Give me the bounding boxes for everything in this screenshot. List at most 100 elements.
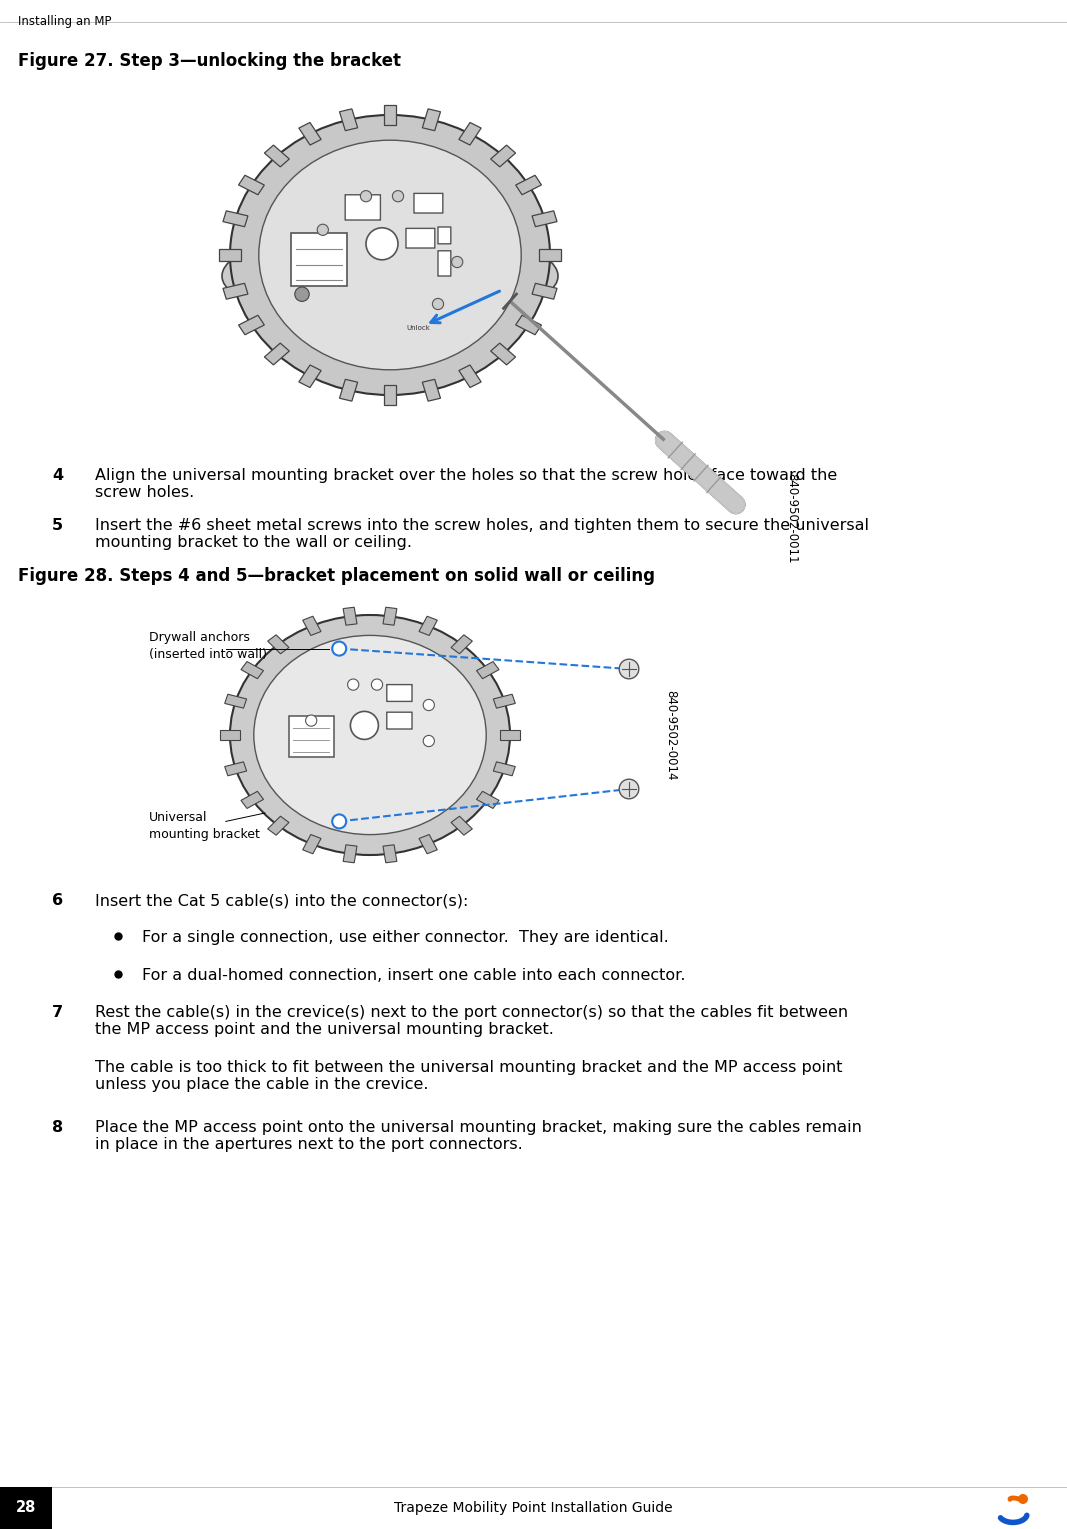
- FancyBboxPatch shape: [387, 685, 412, 702]
- FancyBboxPatch shape: [387, 713, 412, 729]
- Polygon shape: [423, 109, 441, 130]
- Polygon shape: [225, 694, 246, 708]
- Text: (inserted into wall): (inserted into wall): [148, 648, 267, 661]
- Polygon shape: [268, 635, 289, 654]
- Circle shape: [361, 191, 371, 202]
- Text: 7: 7: [52, 1005, 63, 1020]
- Polygon shape: [225, 761, 246, 775]
- Circle shape: [294, 287, 309, 301]
- Polygon shape: [303, 616, 321, 636]
- Bar: [0, 1488, 52, 1529]
- Text: mounting bracket to the wall or ceiling.: mounting bracket to the wall or ceiling.: [95, 535, 412, 550]
- Text: Insert the #6 sheet metal screws into the screw holes, and tighten them to secur: Insert the #6 sheet metal screws into th…: [95, 518, 869, 534]
- Text: 6: 6: [52, 893, 63, 908]
- Ellipse shape: [230, 115, 550, 394]
- Text: unless you place the cable in the crevice.: unless you place the cable in the crevic…: [95, 1078, 429, 1092]
- Text: The cable is too thick to fit between the universal mounting bracket and the MP : The cable is too thick to fit between th…: [95, 1060, 843, 1075]
- Ellipse shape: [254, 636, 487, 835]
- Polygon shape: [223, 211, 248, 226]
- FancyBboxPatch shape: [405, 228, 435, 248]
- Circle shape: [348, 679, 359, 690]
- Polygon shape: [219, 249, 241, 260]
- Text: Figure 28. Steps 4 and 5—bracket placement on solid wall or ceiling: Figure 28. Steps 4 and 5—bracket placeme…: [18, 567, 655, 586]
- Text: Align the universal mounting bracket over the holes so that the screw holes face: Align the universal mounting bracket ove…: [95, 468, 838, 483]
- Ellipse shape: [230, 615, 510, 855]
- Polygon shape: [384, 106, 397, 125]
- Polygon shape: [299, 122, 321, 145]
- Polygon shape: [532, 211, 557, 226]
- Text: 4: 4: [52, 468, 63, 483]
- Polygon shape: [241, 792, 264, 809]
- Polygon shape: [268, 816, 289, 835]
- Text: mounting bracket: mounting bracket: [148, 827, 259, 841]
- Circle shape: [1018, 1494, 1028, 1505]
- Text: Unlock: Unlock: [407, 324, 431, 330]
- Text: 28: 28: [16, 1500, 36, 1515]
- Polygon shape: [515, 176, 541, 194]
- Circle shape: [424, 735, 434, 746]
- Polygon shape: [241, 662, 264, 679]
- Polygon shape: [515, 315, 541, 335]
- FancyBboxPatch shape: [437, 226, 451, 243]
- FancyBboxPatch shape: [437, 251, 451, 277]
- FancyBboxPatch shape: [291, 232, 347, 286]
- Circle shape: [317, 225, 329, 235]
- Polygon shape: [493, 694, 515, 708]
- Circle shape: [393, 191, 403, 202]
- Ellipse shape: [259, 141, 521, 370]
- Text: Insert the Cat 5 cable(s) into the connector(s):: Insert the Cat 5 cable(s) into the conne…: [95, 893, 468, 908]
- Polygon shape: [500, 731, 520, 740]
- Text: 8: 8: [52, 1121, 63, 1135]
- Polygon shape: [344, 846, 357, 862]
- Polygon shape: [344, 607, 357, 625]
- Text: 5: 5: [52, 518, 63, 534]
- Polygon shape: [451, 816, 473, 835]
- Polygon shape: [383, 607, 397, 625]
- Polygon shape: [220, 731, 240, 740]
- Text: 840-9502-0011: 840-9502-0011: [785, 474, 798, 564]
- Circle shape: [424, 699, 434, 711]
- Text: Rest the cable(s) in the crevice(s) next to the port connector(s) so that the ca: Rest the cable(s) in the crevice(s) next…: [95, 1005, 848, 1020]
- Text: Universal: Universal: [148, 810, 207, 824]
- Text: Drywall anchors: Drywall anchors: [148, 631, 250, 644]
- Polygon shape: [383, 846, 397, 862]
- Circle shape: [619, 780, 639, 798]
- Polygon shape: [459, 122, 481, 145]
- Polygon shape: [493, 761, 515, 775]
- Polygon shape: [339, 109, 357, 130]
- Polygon shape: [223, 283, 248, 300]
- Text: 840-9502-0014: 840-9502-0014: [665, 690, 678, 780]
- Polygon shape: [423, 379, 441, 401]
- Polygon shape: [299, 365, 321, 387]
- Polygon shape: [459, 365, 481, 387]
- Polygon shape: [239, 176, 265, 194]
- Polygon shape: [239, 315, 265, 335]
- Circle shape: [366, 228, 398, 260]
- Polygon shape: [419, 835, 437, 853]
- Text: For a dual-homed connection, insert one cable into each connector.: For a dual-homed connection, insert one …: [142, 968, 685, 983]
- Polygon shape: [339, 379, 357, 401]
- Polygon shape: [419, 616, 437, 636]
- Text: Trapeze Mobility Point Installation Guide: Trapeze Mobility Point Installation Guid…: [394, 1501, 673, 1515]
- Polygon shape: [384, 385, 397, 405]
- FancyBboxPatch shape: [346, 194, 381, 220]
- Polygon shape: [491, 342, 515, 365]
- Text: in place in the apertures next to the port connectors.: in place in the apertures next to the po…: [95, 1138, 523, 1153]
- Text: For a single connection, use either connector.  They are identical.: For a single connection, use either conn…: [142, 930, 669, 945]
- FancyBboxPatch shape: [289, 716, 334, 757]
- Circle shape: [371, 679, 383, 690]
- Polygon shape: [265, 342, 289, 365]
- Polygon shape: [477, 792, 499, 809]
- Text: Place the MP access point onto the universal mounting bracket, making sure the c: Place the MP access point onto the unive…: [95, 1121, 862, 1135]
- Polygon shape: [303, 835, 321, 853]
- Ellipse shape: [222, 226, 558, 326]
- Polygon shape: [532, 283, 557, 300]
- FancyBboxPatch shape: [414, 193, 443, 213]
- Circle shape: [451, 257, 463, 268]
- Circle shape: [332, 642, 346, 656]
- Polygon shape: [491, 145, 515, 167]
- Text: the MP access point and the universal mounting bracket.: the MP access point and the universal mo…: [95, 1023, 554, 1037]
- Polygon shape: [539, 249, 561, 260]
- Polygon shape: [265, 145, 289, 167]
- Circle shape: [305, 716, 317, 726]
